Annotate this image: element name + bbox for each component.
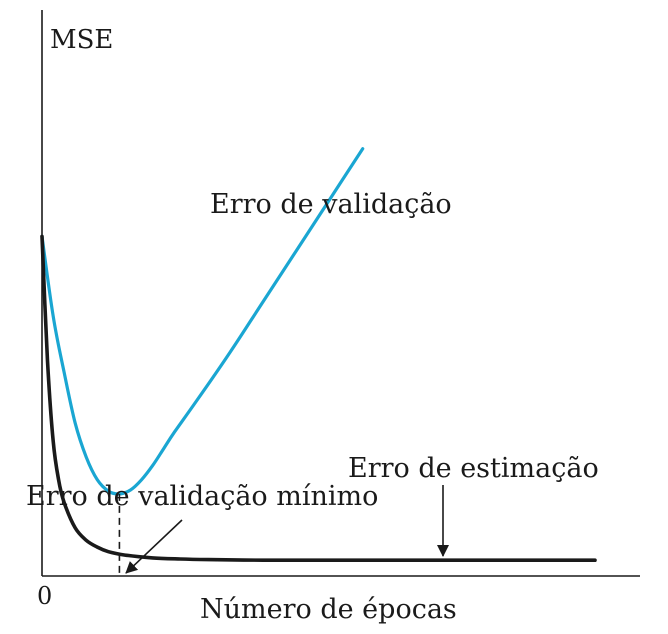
validation-error-label: Erro de validação xyxy=(210,189,452,220)
x-origin-label: 0 xyxy=(37,582,52,610)
estimation-error-label: Erro de estimação xyxy=(348,453,599,484)
estimation-error-curve xyxy=(40,234,597,562)
minimum-error-arrow xyxy=(125,519,183,574)
y-axis-label: MSE xyxy=(50,25,113,55)
validation-error-curve xyxy=(40,147,365,496)
minimum-validation-error-label: Erro de validação mínimo xyxy=(26,481,378,512)
x-axis-label: Número de épocas xyxy=(200,594,457,625)
series-layer xyxy=(40,147,597,562)
